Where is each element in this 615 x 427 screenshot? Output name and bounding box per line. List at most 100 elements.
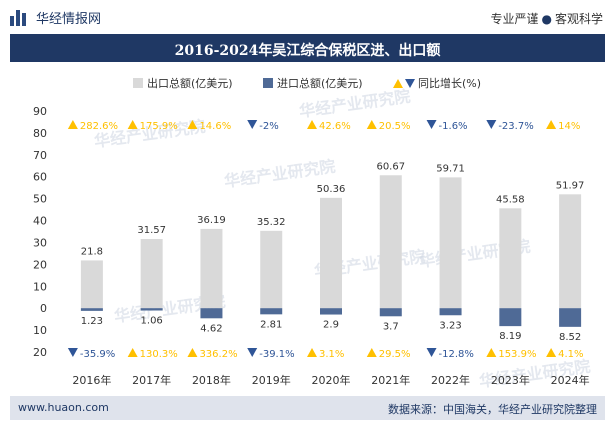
import-value-label: 2.81 [260, 319, 282, 330]
export-growth-label: 175.9% [140, 121, 178, 132]
import-value-label: 1.06 [141, 316, 163, 327]
export-growth-label: -1.6% [439, 121, 468, 132]
growth-down-triangle-icon [426, 120, 437, 129]
legend-swatch-export [133, 78, 143, 88]
legend-label-import: 进口总额(亿美元) [277, 76, 363, 90]
export-value-label: 21.8 [81, 246, 103, 257]
y-tick-label: 40 [33, 215, 47, 228]
import-growth-label: -35.9% [80, 349, 115, 360]
export-value-label: 50.36 [317, 184, 346, 195]
growth-down-triangle-icon [486, 120, 497, 129]
growth-up-triangle-icon [127, 120, 138, 129]
growth-up-triangle-icon [546, 348, 557, 357]
export-bar [260, 230, 283, 309]
import-bar [499, 308, 522, 327]
x-tick-label: 2022年 [431, 373, 470, 387]
x-tick-label: 2024年 [551, 373, 590, 387]
import-bar [80, 308, 103, 311]
export-growth-label: -2% [259, 121, 278, 132]
slogan-separator-icon: ● [541, 12, 552, 26]
top-bar: 华经情报网 专业严谨 ● 客观科学 [0, 0, 615, 34]
y-tick-label: 90 [33, 105, 47, 118]
y-tick-label: 30 [33, 236, 47, 249]
import-bar [260, 308, 283, 315]
legend-label-export: 出口总额(亿美元) [147, 76, 233, 90]
import-value-label: 3.7 [383, 321, 399, 332]
legend-label-growth: 同比增长(%) [418, 76, 481, 90]
growth-down-triangle-icon [426, 348, 437, 357]
export-value-label: 35.32 [257, 217, 286, 228]
export-bar [140, 239, 163, 309]
export-growth-label: 282.6% [80, 121, 118, 132]
export-value-label: 31.57 [137, 225, 166, 236]
import-growth-label: -39.1% [259, 349, 294, 360]
import-value-label: 4.62 [200, 323, 222, 334]
growth-up-triangle-icon [366, 120, 377, 129]
footer: www.huaon.com 数据来源：中国海关，华经产业研究院整理 [10, 396, 605, 420]
legend: 出口总额(亿美元) 进口总额(亿美元) 同比增长(%) [133, 76, 481, 90]
export-growth-label: 20.5% [379, 121, 411, 132]
bars: 21.8 1.23 31.57 1.06 36.19 4.62 35.32 2.81 50.36… [81, 161, 585, 343]
brand: 华经情报网 [10, 8, 101, 27]
y-tick-label: 80 [33, 127, 47, 140]
growth-up-triangle-icon [187, 348, 198, 357]
export-growth-label: 14% [558, 121, 580, 132]
x-tick-label: 2017年 [132, 373, 171, 387]
slogan-left: 专业严谨 [490, 12, 539, 26]
title-bar: 2016-2024年吴江综合保税区进、出口额 [10, 34, 605, 62]
import-bar [439, 308, 462, 316]
export-bar [80, 260, 103, 309]
watermark-text: 华经产业研究院 [298, 87, 412, 121]
import-growth-label: 130.3% [140, 349, 178, 360]
legend-up-triangle-icon [393, 79, 403, 88]
y-tick-label: 10 [33, 324, 47, 337]
export-bar [320, 197, 342, 309]
growth-up-triangle-icon [546, 120, 557, 129]
y-tick-label: 20 [33, 346, 47, 359]
chart-title: 2016-2024年吴江综合保税区进、出口额 [174, 43, 441, 59]
legend-swatch-import [263, 78, 273, 88]
import-value-label: 8.19 [499, 331, 521, 342]
import-value-label: 2.9 [323, 320, 339, 331]
footer-source: 数据来源：中国海关，华经产业研究院整理 [388, 403, 597, 416]
growth-down-triangle-icon [247, 348, 258, 357]
x-tick-label: 2021年 [371, 373, 410, 387]
legend-down-triangle-icon [405, 79, 415, 88]
import-bar [140, 308, 163, 311]
growth-up-triangle-icon [127, 348, 138, 357]
export-growth-label: 42.6% [319, 121, 351, 132]
export-growth-label: 14.6% [199, 121, 231, 132]
growth-labels: 282.6% 175.9% 14.6% -2% 42.6% 20.5% -1.6% -23.7… [67, 120, 584, 360]
import-bar [379, 308, 402, 317]
import-bar [200, 308, 223, 319]
y-tick-label: 0 [40, 302, 47, 315]
y-tick-label: 10 [33, 280, 47, 293]
export-value-label: 36.19 [197, 215, 226, 226]
growth-down-triangle-icon [67, 348, 78, 357]
export-bar [439, 177, 462, 309]
brand-logo-icon [10, 9, 30, 26]
export-bar [499, 208, 522, 309]
x-axis: 2016年 2017年 2018年 2019年 2020年 2021年 2022年 2023年… [72, 373, 589, 387]
chart-area: 华经产业研究院华经产业研究院华经产业研究院华经产业研究院华经产业研究院华经产业研… [33, 76, 591, 391]
y-axis: 90 80 70 60 50 40 30 20 10 0 10 20 [33, 105, 47, 359]
import-bar [559, 308, 582, 327]
y-tick-label: 60 [33, 171, 47, 184]
export-value-label: 60.67 [376, 161, 405, 172]
import-value-label: 3.23 [439, 320, 461, 331]
growth-up-triangle-icon [67, 120, 78, 129]
x-tick-label: 2020年 [312, 373, 351, 387]
y-tick-label: 70 [33, 149, 47, 162]
import-value-label: 1.23 [81, 316, 103, 327]
footer-website: www.huaon.com [18, 401, 109, 414]
growth-up-triangle-icon [307, 348, 317, 357]
x-tick-label: 2018年 [192, 373, 231, 387]
x-tick-label: 2016年 [72, 373, 111, 387]
growth-up-triangle-icon [486, 348, 497, 357]
import-growth-label: 4.1% [558, 349, 583, 360]
export-growth-label: -23.7% [498, 121, 533, 132]
export-value-label: 45.58 [496, 194, 525, 205]
y-tick-label: 20 [33, 258, 47, 271]
export-bar [379, 175, 402, 309]
